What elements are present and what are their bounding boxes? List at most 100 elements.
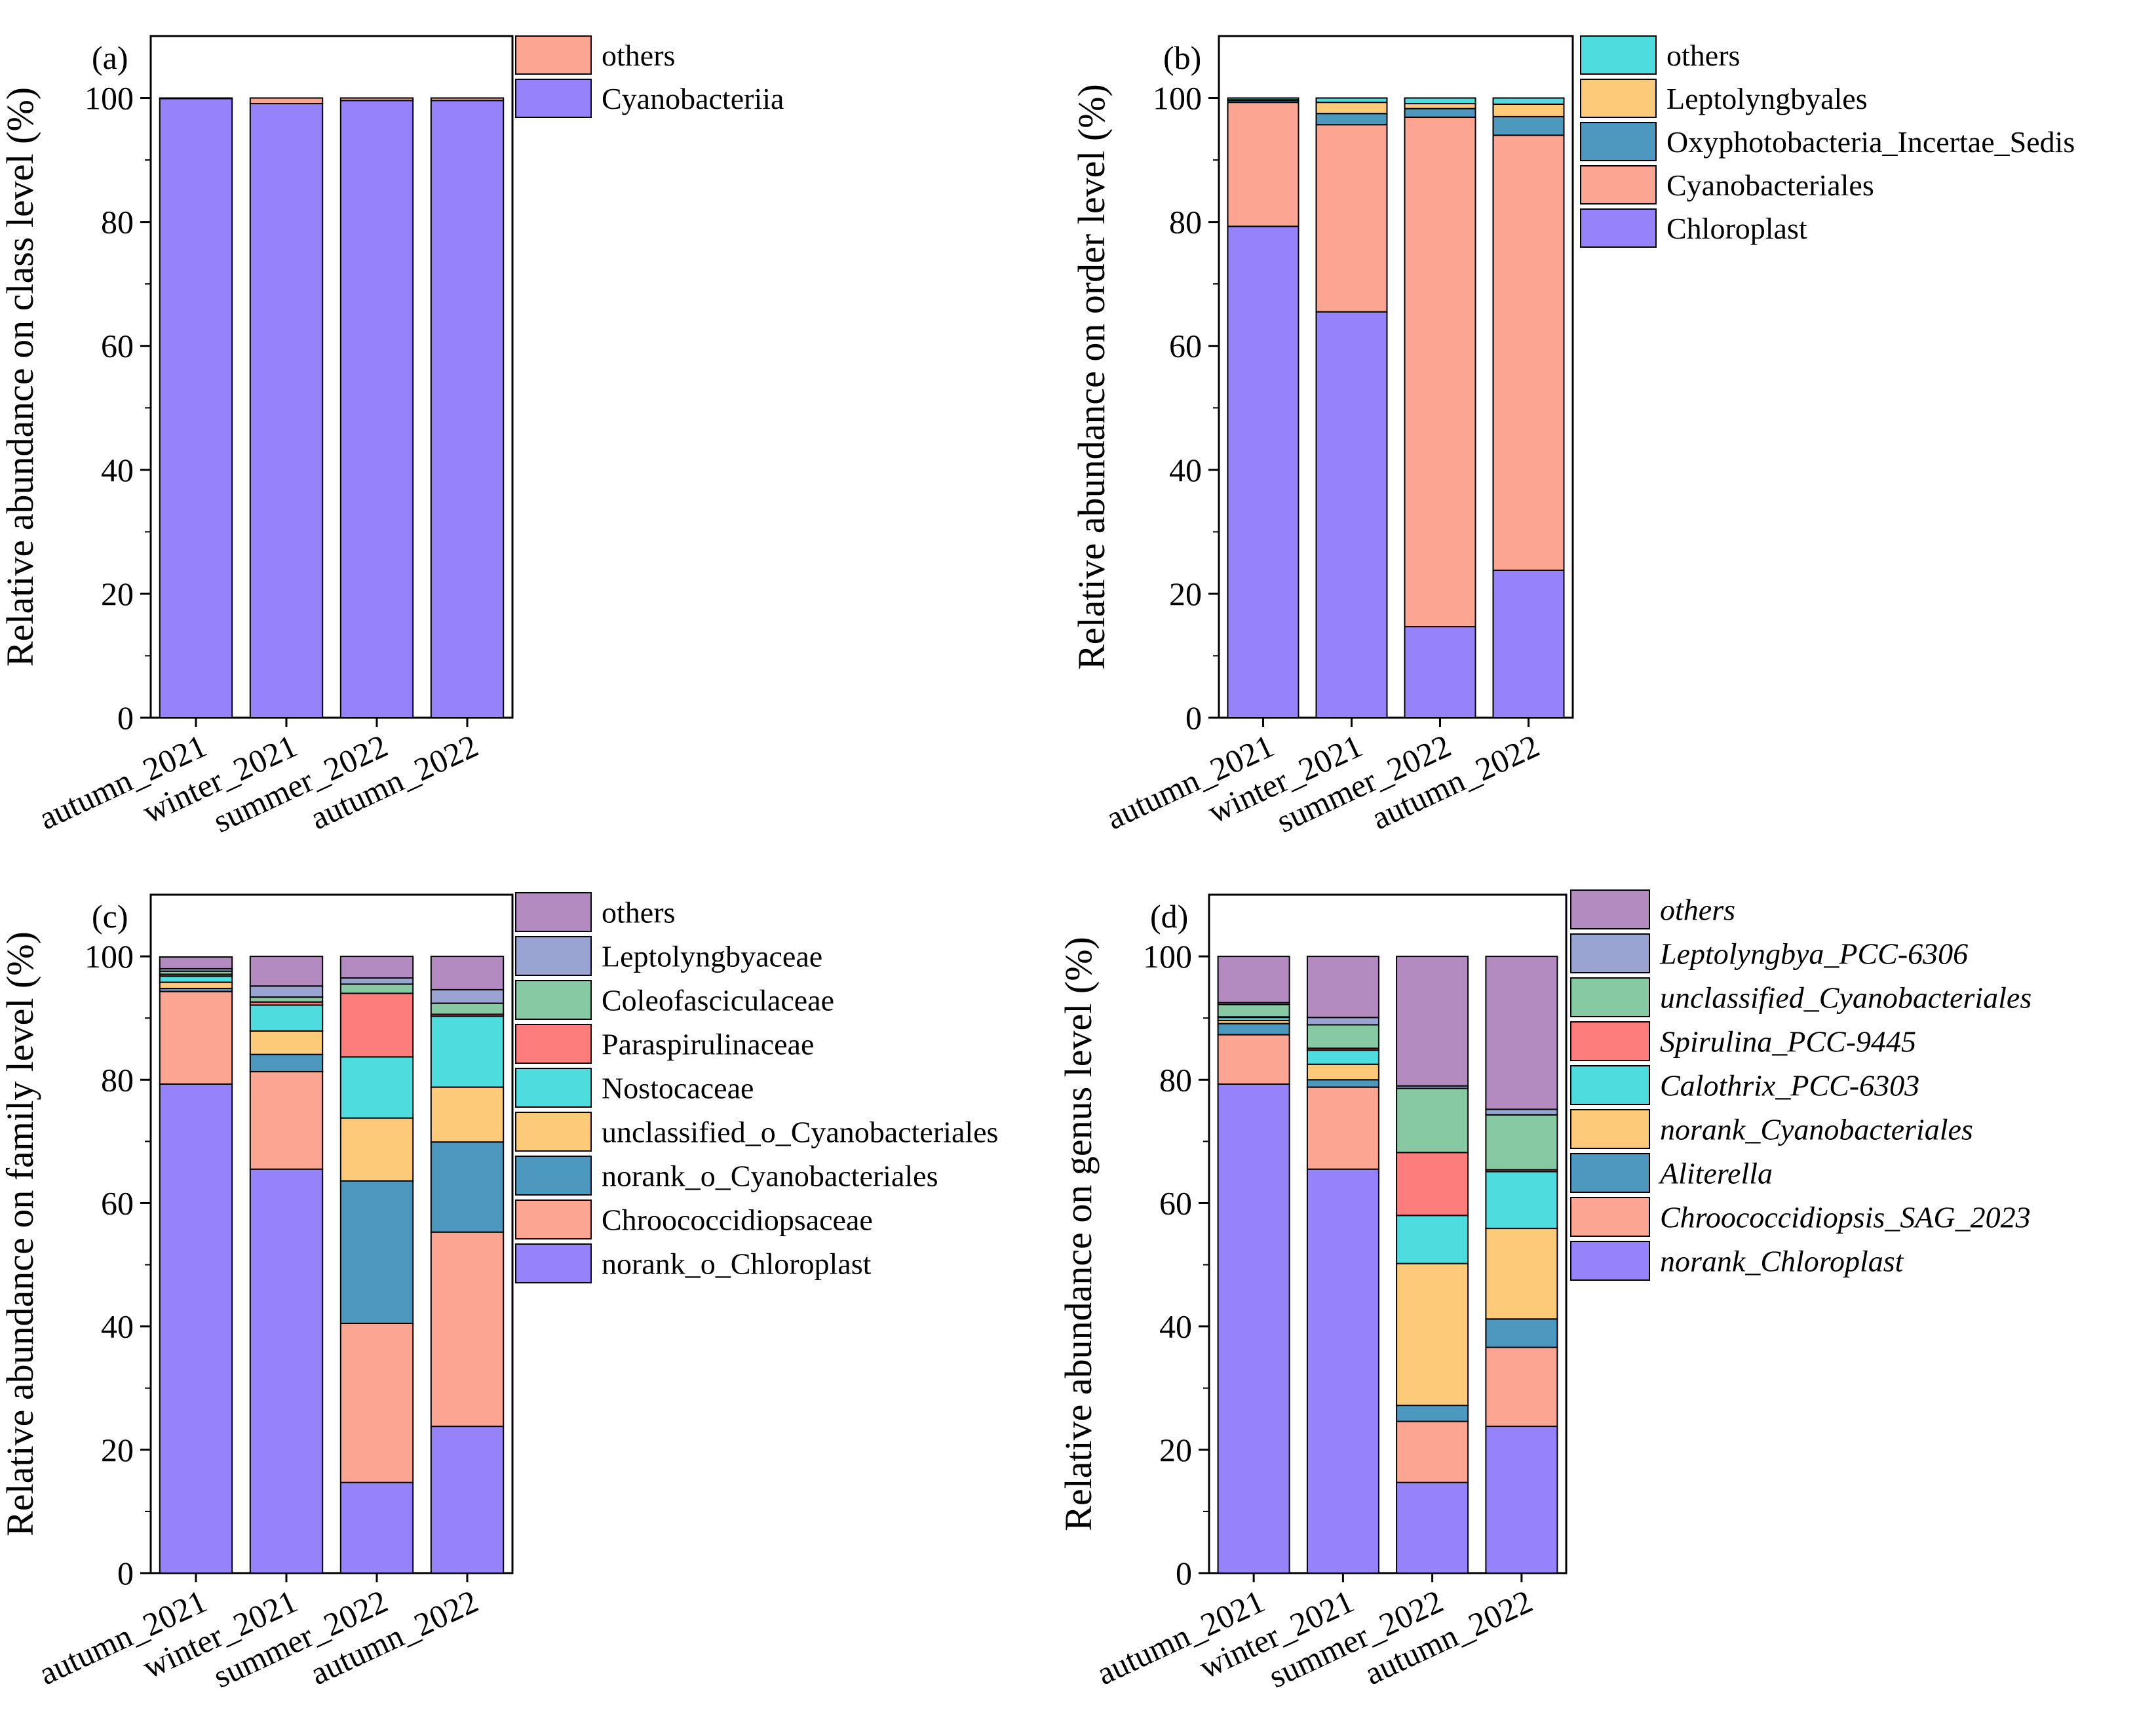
bar-segment: [159, 1083, 233, 1574]
legend-swatch: [515, 1112, 592, 1152]
legend-label: Chroococcidiopsaceae: [602, 1203, 873, 1237]
panel-label: (a): [92, 39, 128, 76]
bar-segment: [430, 97, 505, 102]
panel-label: (c): [92, 898, 128, 935]
y-axis-label: Relative abundance on order level (%): [1070, 84, 1113, 670]
y-tick-label: 100: [1153, 80, 1202, 117]
bar-segment: [1404, 626, 1476, 718]
bar-segment: [159, 990, 233, 1085]
bar-segment: [1315, 124, 1388, 313]
legend-label: norank_o_Cyanobacteriales: [602, 1160, 938, 1193]
bar-segment: [1485, 1346, 1558, 1428]
chart-panel-4: autumn_2021winter_2021summer_2022autumn_…: [1057, 889, 2031, 1695]
legend-label: Spirulina_PCC-9445: [1660, 1025, 1916, 1059]
bar-segment: [1217, 956, 1290, 1004]
bar-segment: [1396, 1420, 1469, 1483]
bar-segment: [430, 1015, 505, 1088]
legend-swatch: [1580, 122, 1657, 161]
legend-swatch: [515, 79, 592, 118]
y-tick-label: 0: [1176, 1555, 1192, 1591]
bar-segment: [249, 985, 324, 998]
y-axis-label: Relative abundance on class level (%): [0, 87, 41, 667]
bar-segment: [249, 956, 324, 987]
bar-segment: [159, 97, 233, 100]
bar-segment: [1492, 97, 1565, 105]
bar-segment: [1485, 1171, 1558, 1230]
y-tick-label: 40: [101, 452, 134, 488]
bar-segment: [1227, 97, 1299, 101]
bar-segment: [1306, 1063, 1379, 1081]
y-axis-label: Relative abundance on genus level (%): [1057, 937, 1100, 1531]
legend-swatch: [1570, 1241, 1650, 1281]
bar-segment: [1492, 104, 1565, 117]
legend-swatch: [515, 1243, 592, 1283]
bar-segment: [249, 996, 324, 1003]
bar-segment: [339, 100, 414, 719]
y-tick-label: 20: [1159, 1432, 1192, 1468]
bar-segment: [1485, 1108, 1558, 1116]
plot-frame: [149, 893, 514, 1574]
y-tick-label: 60: [101, 328, 134, 364]
bar-segment: [1315, 97, 1388, 104]
bar-segment: [430, 1141, 505, 1233]
bar-segment: [1227, 225, 1299, 718]
y-tick-label: 100: [1143, 938, 1192, 975]
bar-segment: [1306, 1086, 1379, 1170]
bar-segment: [339, 992, 414, 1058]
plot-frame: [1218, 35, 1574, 719]
legend-swatch: [515, 1156, 592, 1196]
bar-segment: [249, 1030, 324, 1055]
y-tick-label: 20: [101, 575, 134, 612]
bar-segment: [1315, 311, 1388, 718]
legend-label: others: [1660, 893, 1735, 927]
legend-label: Leptolyngbya_PCC-6306: [1659, 937, 1968, 971]
legend-swatch: [1570, 1065, 1650, 1105]
legend-label: Cyanobacteriales: [1666, 168, 1874, 202]
legend-label: Leptolyngbyaceae: [602, 940, 822, 973]
bar-segment: [159, 98, 233, 718]
legend-swatch: [1580, 165, 1657, 205]
y-tick-label: 100: [85, 80, 134, 117]
y-tick-label: 0: [117, 1555, 134, 1591]
legend-label: Oxyphotobacteria_Incertae_Sedis: [1666, 125, 2075, 159]
legend-label: Calothrix_PCC-6303: [1660, 1069, 1919, 1102]
bar-segment: [430, 988, 505, 1004]
bar-segment: [1396, 1405, 1469, 1422]
y-tick-label: 60: [101, 1184, 134, 1221]
legend-label: unclassified_Cyanobacteriales: [1660, 981, 2031, 1015]
bar-segment: [430, 100, 505, 719]
bar-segment: [249, 103, 324, 719]
bar-segment: [339, 983, 414, 994]
y-tick-label: 40: [1169, 452, 1202, 488]
bar-segment: [1396, 1087, 1469, 1154]
legend-swatch: [515, 936, 592, 976]
panel-label: (b): [1163, 39, 1201, 76]
bar-segment: [1217, 1004, 1290, 1018]
legend-label: unclassified_o_Cyanobacteriales: [602, 1116, 998, 1149]
legend-swatch: [515, 35, 592, 75]
bar-segment: [339, 1322, 414, 1483]
bar-segment: [1217, 1083, 1290, 1574]
legend-label: Nostocaceae: [602, 1072, 754, 1105]
bar-segment: [1306, 1049, 1379, 1065]
y-tick-label: 80: [101, 204, 134, 241]
legend-swatch: [1570, 889, 1650, 929]
bar-segment: [1396, 1262, 1469, 1407]
legend-swatch: [515, 892, 592, 932]
plot-frame: [1208, 893, 1568, 1574]
legend-label: norank_o_Chloroplast: [602, 1247, 872, 1281]
bar-segment: [1306, 1017, 1379, 1026]
legend-label: Leptolyngbyales: [1666, 82, 1868, 115]
y-axis-label: Relative abundance on family level (%): [0, 931, 41, 1536]
legend-swatch: [515, 1199, 592, 1239]
legend-label: Coleofasciculaceae: [602, 984, 834, 1017]
bar-segment: [430, 1426, 505, 1574]
bar-segment: [1485, 1426, 1558, 1574]
panel-label: (d): [1150, 898, 1188, 935]
legend-label: norank_Chloroplast: [1660, 1245, 1904, 1278]
y-tick-label: 80: [1159, 1061, 1192, 1098]
bar-segment: [1492, 570, 1565, 718]
bar-segment: [1492, 115, 1565, 136]
legend-swatch: [515, 1024, 592, 1064]
